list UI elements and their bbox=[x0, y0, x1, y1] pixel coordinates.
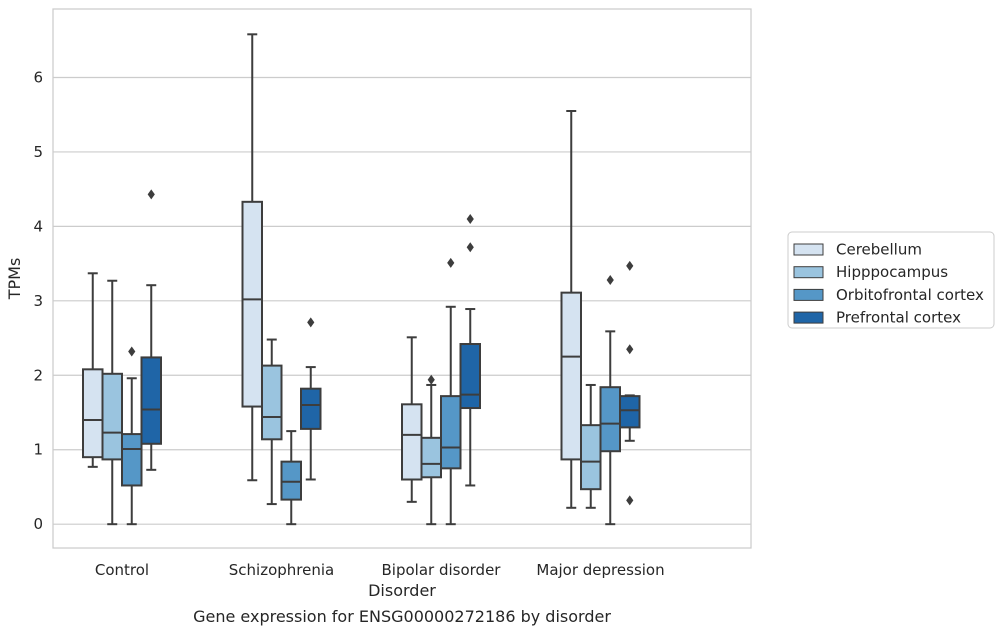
legend-swatch bbox=[793, 311, 824, 324]
box bbox=[300, 387, 322, 430]
chart-caption: Gene expression for ENSG00000272186 by d… bbox=[193, 607, 611, 626]
y-axis-label: TPMs bbox=[5, 258, 24, 301]
box-group bbox=[261, 338, 283, 506]
legend-swatch bbox=[793, 266, 824, 279]
box bbox=[599, 386, 621, 453]
box-group bbox=[401, 336, 423, 503]
x-tick-label: Major depression bbox=[536, 561, 664, 579]
outlier-point bbox=[466, 213, 474, 224]
legend-swatch bbox=[793, 288, 824, 301]
box bbox=[560, 291, 582, 461]
outlier-point bbox=[626, 344, 634, 355]
y-tick-label: 1 bbox=[33, 441, 43, 459]
box-group bbox=[101, 279, 123, 526]
legend-label: Orbitofrontal cortex bbox=[836, 286, 984, 304]
legend-label: Hipppocampus bbox=[836, 263, 948, 281]
outlier-point bbox=[128, 346, 136, 357]
outlier-point bbox=[626, 260, 634, 271]
box bbox=[82, 368, 104, 459]
box-group bbox=[300, 317, 322, 481]
outlier-point bbox=[447, 257, 455, 268]
box-group bbox=[560, 109, 582, 509]
y-tick-labels: 0 1 2 3 4 5 6 bbox=[33, 68, 43, 533]
outlier-point bbox=[307, 317, 315, 328]
box-group bbox=[599, 274, 621, 526]
box-group bbox=[580, 383, 602, 509]
grid-lines bbox=[53, 76, 751, 525]
box bbox=[459, 343, 481, 410]
y-tick-label: 2 bbox=[33, 366, 43, 384]
box-group bbox=[440, 257, 462, 526]
box bbox=[280, 460, 302, 501]
y-tick-label: 5 bbox=[33, 143, 43, 161]
box bbox=[121, 433, 143, 487]
outlier-point bbox=[606, 274, 614, 285]
outlier-point bbox=[466, 242, 474, 253]
legend-label: Prefrontal cortex bbox=[836, 309, 961, 327]
x-tick-labels: Control Schizophrenia Bipolar disorder Majo… bbox=[95, 561, 665, 579]
box-group bbox=[420, 374, 442, 526]
y-tick-label: 4 bbox=[33, 217, 43, 235]
box bbox=[241, 200, 263, 408]
x-tick-label: Schizophrenia bbox=[229, 561, 334, 579]
x-tick-label: Bipolar disorder bbox=[382, 561, 502, 579]
outlier-point bbox=[147, 189, 155, 200]
box bbox=[101, 372, 123, 461]
box-group bbox=[121, 346, 143, 526]
box-group bbox=[241, 33, 263, 482]
box bbox=[401, 403, 423, 481]
box-group bbox=[280, 430, 302, 526]
outlier-point bbox=[427, 374, 435, 385]
y-tick-label: 0 bbox=[33, 515, 43, 533]
box bbox=[619, 395, 641, 429]
outlier-point bbox=[626, 495, 634, 506]
box bbox=[420, 436, 442, 479]
x-axis-label: Disorder bbox=[368, 581, 436, 600]
box bbox=[580, 424, 602, 491]
y-tick-label: 6 bbox=[33, 68, 43, 86]
box-group bbox=[619, 260, 641, 506]
legend-frame bbox=[787, 231, 995, 329]
box bbox=[440, 395, 462, 470]
box bbox=[261, 364, 283, 441]
y-tick-label: 3 bbox=[33, 292, 43, 310]
box-group bbox=[140, 189, 162, 471]
plot-frame bbox=[52, 8, 752, 549]
legend-label: Cerebellum bbox=[836, 241, 922, 259]
legend: Cerebellum Hipppocampus Orbitofrontal cort… bbox=[787, 231, 995, 329]
box-group bbox=[459, 213, 481, 487]
box-group bbox=[82, 272, 104, 468]
x-tick-label: Control bbox=[95, 561, 149, 579]
legend-swatch bbox=[793, 243, 824, 256]
box bbox=[140, 356, 162, 445]
box-series-group bbox=[82, 33, 641, 526]
